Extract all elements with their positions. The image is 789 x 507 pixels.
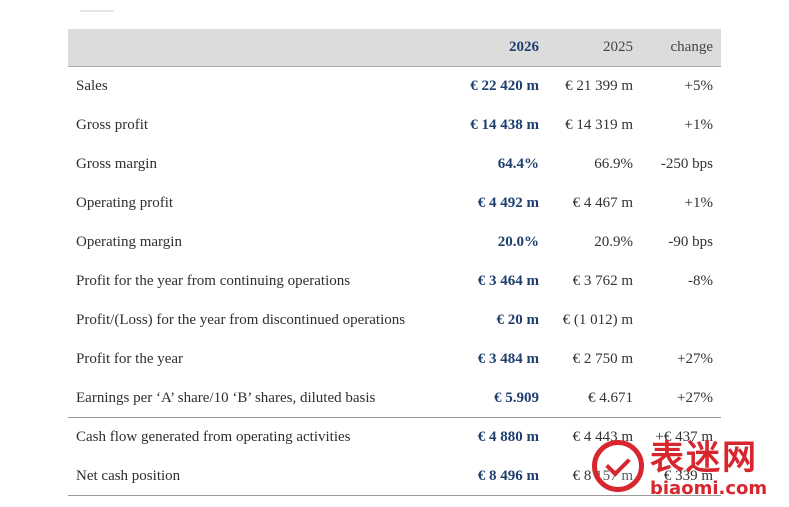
value-2026: € 3 484 m: [477, 350, 539, 367]
value-2026: € 8 496 m: [477, 467, 539, 484]
value-2025: € 14 319 m: [565, 116, 633, 133]
row-label: Cash flow generated from operating activ…: [76, 428, 351, 445]
value-change: +5%: [684, 77, 713, 94]
table-row: Profit for the year from continuing oper…: [68, 262, 721, 301]
value-change: +1%: [684, 116, 713, 133]
value-2025: € 4.671: [588, 389, 633, 406]
table-row: Operating margin 20.0% 20.9% -90 bps: [68, 223, 721, 262]
header-change: change: [670, 39, 713, 55]
value-change: +1%: [684, 194, 713, 211]
table-row: Profit/(Loss) for the year from disconti…: [68, 301, 721, 340]
row-label: Net cash position: [76, 467, 181, 484]
value-change: +€ 437 m: [655, 428, 713, 445]
row-label: Earnings per ‘A’ share/10 ‘B’ shares, di…: [76, 389, 376, 406]
value-2025: € 2 750 m: [572, 350, 633, 367]
header-2025: 2025: [603, 39, 633, 55]
value-change: -250 bps: [660, 155, 713, 172]
value-2025: € 21 399 m: [565, 77, 633, 94]
check-circle-icon: [592, 440, 644, 492]
table-row: Earnings per ‘A’ share/10 ‘B’ shares, di…: [68, 379, 721, 418]
value-2025: € 4 467 m: [572, 194, 633, 211]
value-change: -8%: [688, 272, 713, 289]
table-row: Cash flow generated from operating activ…: [68, 418, 721, 457]
value-2026: € 4 492 m: [477, 194, 539, 211]
table-row: Gross profit € 14 438 m € 14 319 m +1%: [68, 106, 721, 145]
row-label: Sales: [76, 77, 108, 94]
value-change: +27%: [677, 389, 713, 406]
value-2025: 66.9%: [594, 155, 633, 172]
value-change: +27%: [677, 350, 713, 367]
value-2026: € 14 438 m: [470, 116, 539, 133]
watermark-logo-text: 表迷网: [650, 438, 758, 478]
table-row: Sales € 22 420 m € 21 399 m +5%: [68, 67, 721, 106]
value-2026: € 20 m: [496, 311, 540, 328]
row-label: Profit/(Loss) for the year from disconti…: [76, 311, 406, 328]
value-2026: 64.4%: [497, 155, 539, 172]
row-label: Gross profit: [76, 116, 149, 133]
row-label: Operating margin: [76, 233, 182, 250]
value-2025: € 3 762 m: [572, 272, 633, 289]
watermark-url: biaomi.com: [650, 478, 768, 499]
table-row: Operating profit € 4 492 m € 4 467 m +1%: [68, 184, 721, 223]
row-label: Gross margin: [76, 155, 157, 172]
table-row: Gross margin 64.4% 66.9% -250 bps: [68, 145, 721, 184]
table-row: Profit for the year € 3 484 m € 2 750 m …: [68, 340, 721, 379]
value-2026: € 5.909: [494, 389, 539, 406]
value-2025: € (1 012) m: [562, 311, 633, 328]
value-2026: € 4 880 m: [477, 428, 539, 445]
table-header: 2026 2025 change: [68, 29, 721, 67]
value-2026: € 3 464 m: [477, 272, 539, 289]
value-2026: € 22 420 m: [470, 77, 539, 94]
financial-summary-table: 2026 2025 change Sales € 22 420 m € 21 3…: [68, 29, 721, 496]
value-change: € 339 m: [663, 467, 713, 484]
site-watermark: 表迷网 biaomi.com: [588, 436, 788, 504]
value-2026: 20.0%: [497, 233, 539, 250]
value-2025: 20.9%: [594, 233, 633, 250]
top-divider-mark: [80, 0, 114, 12]
header-2026: 2026: [509, 39, 539, 55]
row-label: Profit for the year from continuing oper…: [76, 272, 351, 289]
row-label: Operating profit: [76, 194, 174, 211]
row-label: Profit for the year: [76, 350, 184, 367]
value-change: -90 bps: [668, 233, 713, 250]
